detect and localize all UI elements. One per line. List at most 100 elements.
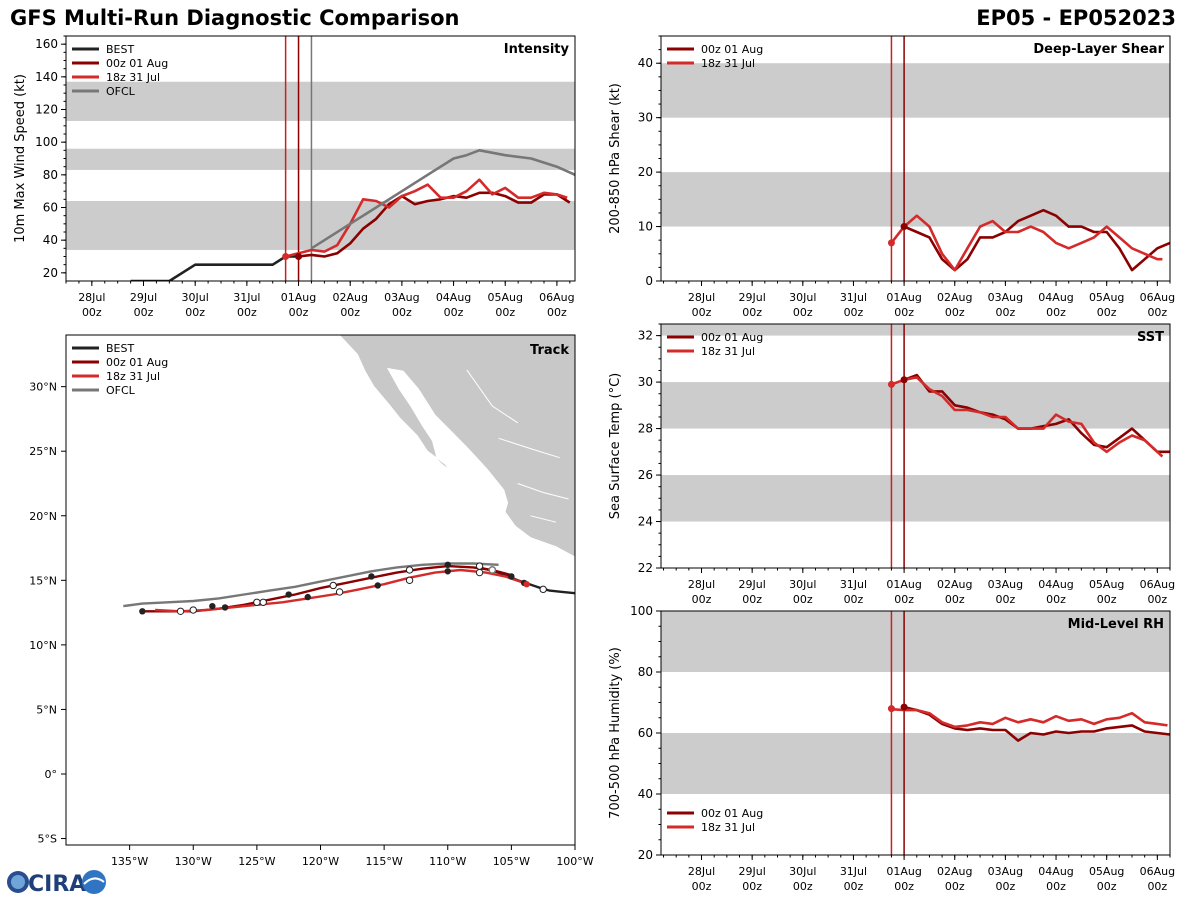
xtick-hour-shear: 00z: [996, 306, 1016, 319]
series-intensity-best: [130, 255, 299, 281]
track-point: [508, 573, 515, 580]
xtick-hour-intensity: 00z: [495, 306, 515, 319]
ytick-label-shear: 20: [638, 165, 653, 179]
xtick-date-sst: 01Aug: [886, 578, 921, 591]
xtick-hour-rh: 00z: [692, 880, 712, 893]
xtick-hour-intensity: 00z: [392, 306, 412, 319]
state-border-3: [530, 515, 557, 523]
track-point: [304, 593, 311, 601]
init-marker-sst-1: [900, 376, 908, 384]
xtick-hour-sst: 00z: [793, 593, 813, 606]
track-point: [475, 562, 484, 570]
xtick-date-shear: 03Aug: [988, 291, 1023, 304]
ytick-label-track: 5°N: [36, 703, 57, 716]
state-border-2: [517, 483, 569, 500]
ytick-label-intensity: 120: [35, 103, 58, 117]
ytick-label-sst: 30: [638, 375, 653, 389]
xtick-hour-intensity: 00z: [82, 306, 102, 319]
xtick-label-track: 120°W: [302, 855, 339, 868]
init-marker-intensity-1: [295, 253, 303, 260]
panel-title-track: Track: [530, 343, 569, 358]
track-point: [368, 573, 375, 580]
ytick-label-track: 5°S: [38, 833, 57, 846]
xtick-date-shear: 05Aug: [1089, 291, 1124, 304]
band-intensity-1: [66, 148, 575, 170]
track-point: [189, 606, 197, 614]
xtick-hour-sst: 00z: [1046, 593, 1066, 606]
legend-label-shear: 00z 01 Aug: [701, 43, 763, 56]
xtick-date-intensity: 30Jul: [182, 291, 209, 304]
xtick-hour-sst: 00z: [844, 593, 864, 606]
track-point: [444, 568, 451, 575]
ytick-label-sst: 32: [638, 329, 653, 343]
legend-label-sst: 00z 01 Aug: [701, 331, 763, 344]
legend-label-track: BEST: [106, 342, 134, 355]
xtick-date-shear: 04Aug: [1038, 291, 1073, 304]
ytick-label-shear: 40: [638, 56, 653, 70]
xtick-label-track: 105°W: [493, 855, 530, 868]
legend-label-rh: 00z 01 Aug: [701, 807, 763, 820]
legend-label-track: 00z 01 Aug: [106, 356, 168, 369]
series-intensity-18z-31-jul: [285, 178, 568, 258]
track-point: [523, 580, 530, 588]
ytick-label-intensity: 80: [43, 168, 58, 182]
track-point: [329, 581, 337, 590]
ytick-label-track: 25°N: [29, 445, 57, 458]
xtick-hour-shear: 00z: [844, 306, 864, 319]
xtick-date-rh: 31Jul: [840, 865, 867, 878]
xtick-date-rh: 02Aug: [937, 865, 972, 878]
track-point: [139, 608, 146, 615]
xtick-date-rh: 04Aug: [1038, 865, 1073, 878]
xtick-date-sst: 06Aug: [1140, 578, 1175, 591]
legend-label-intensity: OFCL: [106, 85, 136, 98]
xtick-hour-sst: 00z: [742, 593, 762, 606]
band-rh-1: [661, 611, 1170, 672]
track-point: [475, 568, 484, 577]
legend-label-rh: 18z 31 Jul: [701, 821, 755, 834]
xtick-hour-rh: 00z: [1046, 880, 1066, 893]
ylabel-sst: Sea Surface Temp (°C): [608, 373, 623, 520]
figure-title: GFS Multi-Run Diagnostic Comparison: [10, 6, 460, 30]
series-shear-00z-01-aug: [903, 208, 1170, 272]
band-sst-2: [661, 324, 1170, 336]
legend-label-sst: 18z 31 Jul: [701, 345, 755, 358]
ytick-label-sst: 26: [638, 468, 653, 482]
xtick-hour-intensity: 00z: [289, 306, 309, 319]
ytick-label-rh: 80: [638, 665, 653, 679]
ytick-label-track: 20°N: [29, 510, 57, 523]
xtick-date-rh: 28Jul: [688, 865, 715, 878]
init-marker-rh-1: [900, 703, 908, 711]
xtick-hour-rh: 00z: [1097, 880, 1117, 893]
xtick-hour-sst: 00z: [1147, 593, 1167, 606]
legend-label-shear: 18z 31 Jul: [701, 57, 755, 70]
xtick-date-sst: 04Aug: [1038, 578, 1073, 591]
xtick-hour-sst: 00z: [1097, 593, 1117, 606]
xtick-date-shear: 01Aug: [886, 291, 921, 304]
axes-frame-sst: [660, 323, 1171, 569]
storm-id: EP05 - EP052023: [976, 6, 1176, 30]
xtick-date-intensity: 28Jul: [78, 291, 105, 304]
ytick-label-track: 15°N: [29, 574, 57, 587]
xtick-date-rh: 01Aug: [886, 865, 921, 878]
band-sst-0: [661, 475, 1170, 522]
xtick-date-shear: 02Aug: [937, 291, 972, 304]
ytick-label-rh: 40: [638, 787, 653, 801]
xtick-label-track: 125°W: [238, 855, 275, 868]
xtick-date-intensity: 02Aug: [332, 291, 367, 304]
xtick-hour-shear: 00z: [945, 306, 965, 319]
track-point: [374, 582, 381, 589]
ytick-label-shear: 10: [638, 220, 653, 234]
band-shear-1: [661, 63, 1170, 118]
xtick-hour-intensity: 00z: [185, 306, 205, 319]
xtick-date-shear: 31Jul: [840, 291, 867, 304]
xtick-date-intensity: 04Aug: [436, 291, 471, 304]
state-border-1: [498, 437, 560, 459]
track-point: [488, 566, 497, 574]
series-intensity-00z-01-aug: [298, 191, 571, 258]
track-point: [405, 566, 414, 574]
track-00z-01-aug: [142, 564, 512, 613]
ytick-label-intensity: 160: [35, 37, 58, 51]
init-marker-intensity-0: [282, 253, 290, 260]
cira-logo: CIRA: [7, 870, 106, 897]
xtick-hour-sst: 00z: [945, 593, 965, 606]
